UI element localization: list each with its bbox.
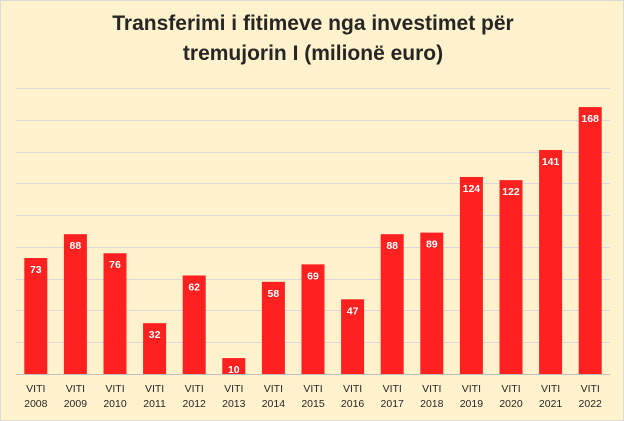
x-tick-label-2012: 2012 (183, 398, 207, 410)
x-tick-label-2009: 2009 (64, 398, 88, 410)
x-tick-prefix-2015: VITI (303, 383, 322, 395)
x-tick-label-2018: 2018 (420, 398, 444, 410)
data-label-2008: 73 (30, 264, 42, 276)
data-label-2016: 47 (347, 305, 359, 317)
bar-2010 (103, 253, 127, 374)
x-tick-prefix-2011: VITI (145, 383, 164, 395)
chart-title-line-1: Transferimi i fitimeve nga investimet pë… (112, 12, 514, 35)
x-tick-prefix-2013: VITI (224, 383, 243, 395)
x-tick-label-2014: 2014 (262, 398, 286, 410)
x-tick-prefix-2018: VITI (422, 383, 441, 395)
data-label-2014: 58 (268, 288, 280, 300)
x-tick-prefix-2017: VITI (383, 383, 402, 395)
data-label-2009: 88 (70, 240, 82, 252)
chart-title-line-2: tremujorin I (milionë euro) (182, 42, 444, 65)
bar-2015 (301, 264, 325, 374)
data-label-2015: 69 (307, 270, 319, 282)
bar-2019 (459, 176, 483, 374)
data-label-2020: 122 (502, 186, 520, 198)
data-label-2012: 62 (188, 281, 200, 293)
bar-2009 (63, 234, 87, 374)
bar-2012 (182, 275, 206, 374)
x-tick-label-2015: 2015 (301, 398, 325, 410)
x-tick-label-2019: 2019 (460, 398, 484, 410)
data-label-2021: 141 (542, 156, 560, 168)
x-tick-prefix-2009: VITI (66, 383, 85, 395)
x-tick-prefix-2019: VITI (462, 383, 481, 395)
x-tick-prefix-2008: VITI (26, 383, 45, 395)
data-label-2019: 124 (463, 183, 481, 195)
x-tick-label-2021: 2021 (539, 398, 563, 410)
bar-2011 (143, 323, 167, 374)
x-tick-prefix-2020: VITI (501, 383, 520, 395)
bar-2014 (261, 281, 285, 374)
data-label-2011: 32 (149, 329, 161, 341)
x-tick-label-2022: 2022 (579, 398, 603, 410)
x-tick-prefix-2014: VITI (264, 383, 283, 395)
data-label-2018: 89 (426, 239, 438, 251)
x-tick-prefix-2016: VITI (343, 383, 362, 395)
x-tick-label-2016: 2016 (341, 398, 365, 410)
x-tick-label-2013: 2013 (222, 398, 246, 410)
x-tick-label-2020: 2020 (499, 398, 523, 410)
bar-2008 (24, 258, 48, 374)
x-tick-label-2011: 2011 (143, 398, 166, 410)
data-label-2022: 168 (581, 113, 599, 125)
bar-2022 (578, 107, 602, 375)
data-label-2017: 88 (386, 240, 398, 252)
data-label-2013: 10 (228, 364, 240, 376)
x-tick-label-2010: 2010 (103, 398, 127, 410)
bar-2021 (539, 149, 563, 374)
x-tick-label-2008: 2008 (24, 398, 48, 410)
x-tick-prefix-2022: VITI (581, 383, 600, 395)
bar-2016 (341, 299, 365, 374)
chart-title: Transferimi i fitimeve nga investimet pë… (1, 9, 624, 69)
x-tick-prefix-2010: VITI (105, 383, 124, 395)
data-label-2010: 76 (109, 259, 121, 271)
x-tick-label-2017: 2017 (381, 398, 405, 410)
bar-2018 (420, 232, 444, 374)
bar-2020 (499, 180, 523, 374)
bar-2017 (380, 234, 404, 374)
bar-2013 (222, 358, 246, 374)
x-tick-prefix-2012: VITI (185, 383, 204, 395)
x-tick-prefix-2021: VITI (541, 383, 560, 395)
